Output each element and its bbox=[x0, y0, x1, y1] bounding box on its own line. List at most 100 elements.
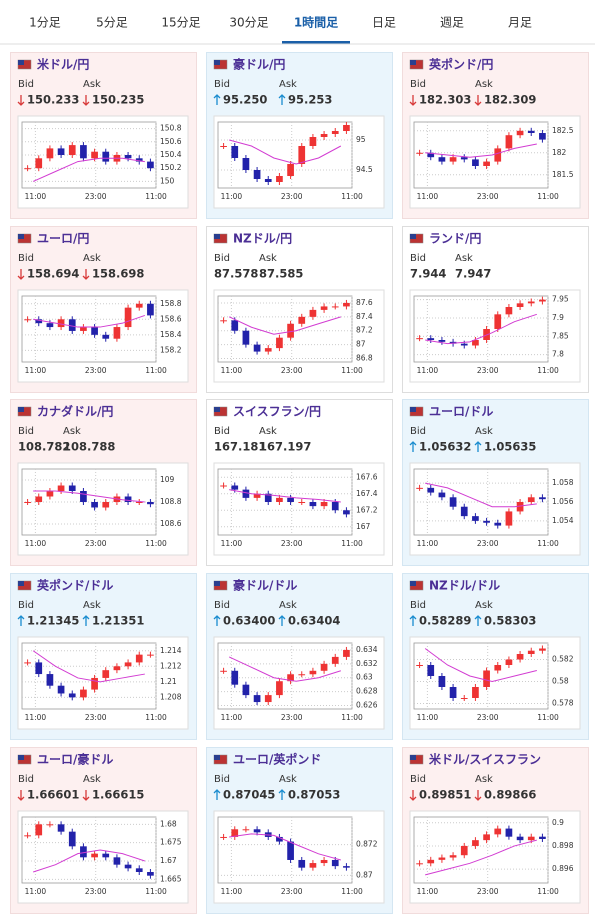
pair-name[interactable]: 豪ドル/ドル bbox=[233, 578, 297, 593]
candle bbox=[57, 485, 65, 491]
y-tick-label: 0.632 bbox=[356, 659, 378, 668]
pair-name[interactable]: 米ドル/スイスフラン bbox=[429, 752, 541, 767]
y-tick-label: 0.578 bbox=[552, 699, 574, 708]
pair-name[interactable]: ランド/円 bbox=[429, 232, 481, 246]
y-tick-label: 87.2 bbox=[356, 326, 373, 335]
tab[interactable]: 5分足 bbox=[96, 16, 128, 30]
candle bbox=[102, 853, 110, 858]
pair-name[interactable]: スイスフラン/円 bbox=[233, 405, 321, 419]
trend-arrow bbox=[82, 269, 90, 280]
ask-value: 167.197 bbox=[259, 440, 311, 454]
bid-value: 1.21345 bbox=[27, 614, 79, 628]
y-tick-label: 86.8 bbox=[356, 354, 373, 363]
pair-name[interactable]: ユーロ/円 bbox=[37, 232, 89, 246]
trend-arrow bbox=[278, 615, 286, 626]
y-tick-label: 1.056 bbox=[552, 497, 574, 506]
y-tick-label: 1.21 bbox=[160, 677, 177, 686]
candle bbox=[331, 656, 339, 664]
pair-name[interactable]: NZドル/円 bbox=[233, 232, 292, 246]
ask-label: Ask bbox=[475, 774, 493, 785]
tab[interactable]: 1分足 bbox=[29, 16, 61, 30]
pair-name[interactable]: 英ポンド/円 bbox=[429, 57, 493, 72]
ask-label: Ask bbox=[279, 79, 297, 90]
candle bbox=[231, 320, 239, 331]
moving-average bbox=[32, 157, 145, 182]
y-tick-label: 7.9 bbox=[552, 313, 564, 322]
pair-name[interactable]: ユーロ/ドル bbox=[429, 405, 493, 419]
bid-label: Bid bbox=[18, 253, 34, 264]
tab[interactable]: 15分足 bbox=[161, 16, 200, 30]
pair-name[interactable]: 英ポンド/ドル bbox=[37, 578, 113, 593]
tab[interactable]: 30分足 bbox=[229, 16, 268, 30]
candle bbox=[253, 829, 261, 833]
pair-name[interactable]: 米ドル/円 bbox=[37, 57, 89, 72]
candle bbox=[147, 161, 154, 169]
pair-name[interactable]: カナダドル/円 bbox=[37, 404, 113, 419]
ask-value: 0.58303 bbox=[484, 614, 536, 628]
candle bbox=[427, 859, 435, 864]
bid-label: Bid bbox=[18, 79, 34, 90]
trend-arrow bbox=[409, 615, 417, 626]
x-tick-label: 11:00 bbox=[221, 366, 243, 375]
candle bbox=[494, 665, 502, 671]
tab-underline bbox=[282, 41, 350, 44]
trend-arrow bbox=[213, 789, 221, 800]
candle bbox=[309, 670, 317, 675]
pair-name[interactable]: ユーロ/英ポンド bbox=[233, 752, 321, 767]
candle bbox=[220, 146, 227, 147]
tab[interactable]: 週足 bbox=[440, 16, 464, 30]
candle bbox=[483, 670, 490, 687]
trend-arrow bbox=[278, 789, 286, 800]
candle bbox=[539, 497, 546, 500]
trend-arrow bbox=[213, 615, 221, 626]
pair-name[interactable]: 豪ドル/円 bbox=[233, 57, 285, 72]
bid-value: 0.58289 bbox=[419, 614, 471, 628]
x-tick-label: 23:00 bbox=[85, 887, 107, 896]
y-tick-label: 158.4 bbox=[160, 330, 182, 339]
y-tick-label: 1.212 bbox=[160, 661, 182, 670]
candle bbox=[264, 348, 272, 352]
pair-name[interactable]: ユーロ/豪ドル bbox=[37, 752, 113, 767]
candle bbox=[264, 179, 272, 182]
candle bbox=[24, 662, 31, 664]
candle bbox=[242, 829, 250, 831]
candle bbox=[135, 654, 143, 663]
candle bbox=[472, 159, 479, 166]
candle bbox=[147, 872, 154, 876]
x-tick-label: 23:00 bbox=[281, 192, 303, 201]
candle bbox=[80, 689, 87, 698]
moving-average bbox=[228, 316, 341, 335]
tab[interactable]: 日足 bbox=[372, 16, 396, 30]
candle bbox=[231, 146, 239, 158]
candle bbox=[331, 131, 339, 134]
candle bbox=[68, 693, 76, 698]
candle bbox=[505, 135, 513, 149]
x-tick-label: 11:00 bbox=[145, 192, 167, 201]
trend-arrow bbox=[17, 95, 25, 106]
candle bbox=[57, 685, 65, 694]
trend-arrow bbox=[409, 441, 417, 452]
candle bbox=[57, 319, 65, 328]
candle bbox=[460, 845, 468, 856]
candle bbox=[460, 698, 468, 699]
candle bbox=[527, 650, 535, 654]
y-tick-label: 7.85 bbox=[552, 331, 569, 340]
candle bbox=[253, 695, 261, 703]
y-tick-label: 150 bbox=[160, 176, 175, 185]
y-tick-label: 0.898 bbox=[552, 841, 574, 850]
y-tick-label: 181.5 bbox=[552, 170, 574, 179]
tab[interactable]: 月足 bbox=[508, 16, 532, 30]
tab[interactable]: 1時間足 bbox=[294, 15, 338, 30]
flag bbox=[18, 407, 24, 412]
ask-label: Ask bbox=[83, 79, 101, 90]
candle bbox=[287, 674, 294, 682]
candle bbox=[494, 522, 502, 526]
candle bbox=[331, 859, 339, 867]
x-tick-label: 23:00 bbox=[281, 539, 303, 548]
bid-value: 0.87045 bbox=[223, 788, 275, 802]
pair-name[interactable]: NZドル/ドル bbox=[429, 579, 500, 593]
x-tick-label: 23:00 bbox=[85, 539, 107, 548]
moving-average bbox=[229, 833, 341, 861]
ask-value: 0.63404 bbox=[288, 614, 340, 628]
candle bbox=[242, 684, 250, 696]
